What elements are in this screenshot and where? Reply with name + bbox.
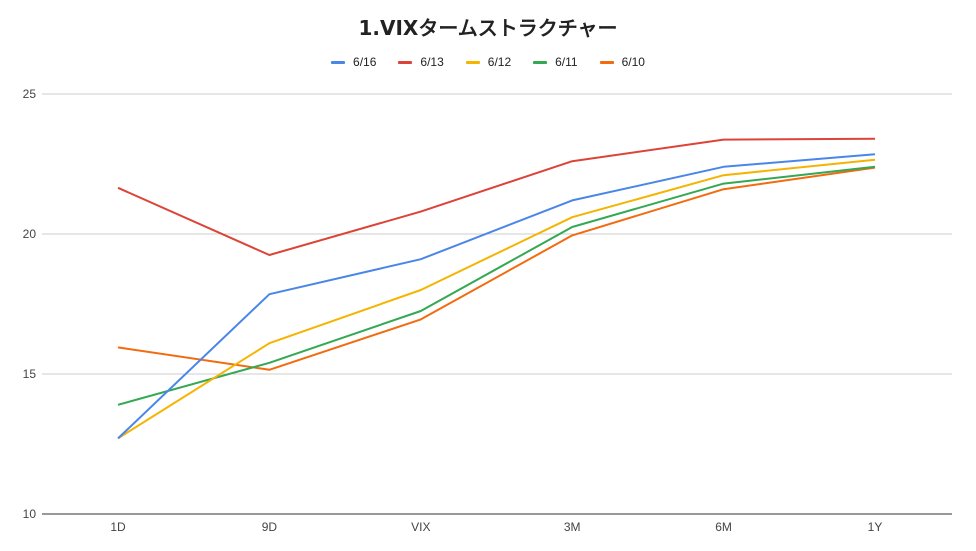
legend-label: 6/13 (420, 55, 444, 69)
legend: 6/16 6/13 6/12 6/11 6/10 (0, 55, 976, 69)
legend-swatch (465, 60, 480, 64)
legend-label: 6/12 (487, 55, 512, 69)
chart-title: 1.VIXタームストラクチャー (358, 16, 618, 40)
legend-item: 6/10 (599, 55, 645, 69)
legend-item: 6/16 (331, 55, 376, 69)
x-tick-label: 3M (564, 520, 581, 534)
legend-swatch (599, 60, 614, 64)
legend-item: 6/13 (398, 55, 444, 69)
legend-item: 6/11 (533, 55, 578, 69)
x-tick-label: 9D (262, 520, 278, 534)
legend-label: 6/16 (353, 55, 377, 69)
series-line-6-11 (117, 165, 876, 406)
x-tick-label: 1Y (868, 520, 883, 534)
series-line-6-12 (117, 158, 876, 440)
legend-swatch (398, 60, 413, 64)
legend-label: 6/11 (555, 55, 578, 69)
y-tick-label: 20 (23, 227, 37, 241)
x-tick-label: 1D (110, 520, 126, 534)
series-line-6-16 (117, 153, 876, 440)
legend-swatch (533, 60, 548, 64)
series-line-6-10 (117, 166, 876, 371)
y-tick-label: 15 (23, 367, 37, 381)
x-tick-label: VIX (411, 520, 430, 534)
series-line-6-13 (117, 137, 876, 256)
legend-swatch (331, 60, 346, 64)
y-tick-label: 25 (23, 87, 37, 101)
x-tick-label: 6M (715, 520, 732, 534)
legend-label: 6/10 (621, 55, 645, 69)
y-tick-label: 10 (23, 507, 37, 521)
legend-item: 6/12 (465, 55, 512, 69)
